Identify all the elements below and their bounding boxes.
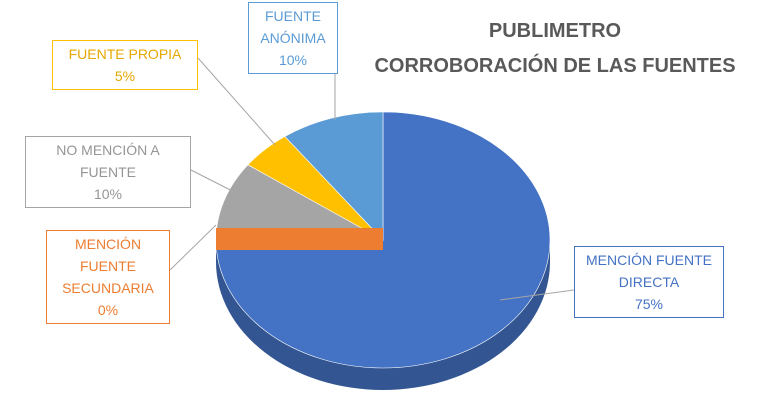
slice <box>215 111 551 369</box>
value-label: 10% <box>278 52 308 68</box>
slice-side <box>216 240 550 390</box>
slice-face <box>216 228 383 250</box>
value-label: 0% <box>97 302 119 318</box>
category-label: FUENTE PROPIA <box>68 46 182 62</box>
leader-line <box>190 169 251 201</box>
category-label: NO MENCIÓN A FUENTE <box>56 142 160 180</box>
data-label: FUENTE ANÓNIMA 10% <box>248 2 338 74</box>
value-label: 75% <box>634 296 664 312</box>
category-label: MENCIÓN FUENTE DIRECTA <box>586 252 712 290</box>
chart-title: PUBLIMETRO <box>488 20 622 42</box>
chart-subtitle: CORROBORACIÓN DE LAS FUENTES <box>374 55 736 77</box>
data-label: FUENTE PROPIA 5% <box>52 40 198 90</box>
leader-line <box>197 57 276 146</box>
data-label: NO MENCIÓN A FUENTE 10% <box>25 136 191 208</box>
slice <box>284 111 384 241</box>
value-label: 10% <box>93 186 123 202</box>
leader-line <box>169 224 217 271</box>
value-label: 5% <box>114 68 136 84</box>
data-label: MENCIÓN FUENTE DIRECTA 75% <box>574 246 724 318</box>
category-label: FUENTE ANÓNIMA <box>260 8 326 46</box>
leader-line <box>499 289 575 301</box>
data-label: MENCIÓN FUENTE SECUNDARIA 0% <box>46 230 170 324</box>
category-label: MENCIÓN FUENTE SECUNDARIA <box>62 236 154 296</box>
